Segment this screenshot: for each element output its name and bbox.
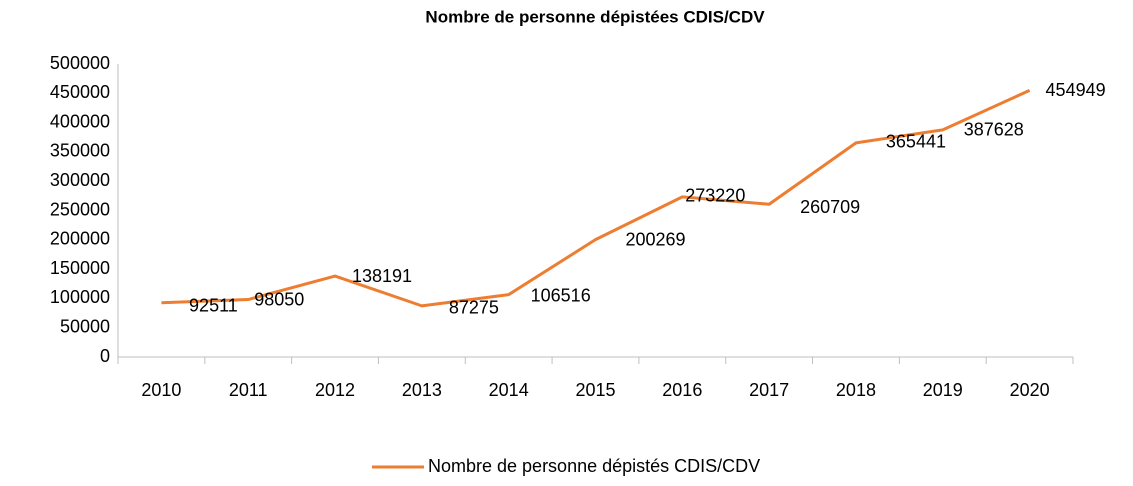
x-tick-label: 2016 [662, 380, 702, 400]
y-tick-label: 300000 [50, 170, 110, 190]
x-tick-label: 2012 [315, 380, 355, 400]
y-tick-label: 50000 [60, 316, 110, 336]
y-tick-label: 150000 [50, 258, 110, 278]
x-tick-label: 2020 [1010, 380, 1050, 400]
data-label: 106516 [531, 285, 591, 305]
data-label: 138191 [352, 266, 412, 286]
x-tick-label: 2018 [836, 380, 876, 400]
data-label: 454949 [1046, 80, 1106, 100]
data-label: 92511 [189, 296, 238, 316]
data-label: 87275 [449, 298, 499, 318]
chart-title: Nombre de personne dépistées CDIS/CDV [425, 7, 765, 26]
y-tick-label: 500000 [50, 53, 110, 73]
x-tick-label: 2019 [923, 380, 963, 400]
y-tick-label: 450000 [50, 82, 110, 102]
x-tick-label: 2011 [229, 380, 268, 400]
x-tick-label: 2010 [141, 380, 181, 400]
x-tick-label: 2015 [575, 380, 615, 400]
y-tick-label: 350000 [50, 141, 110, 161]
data-label: 260709 [800, 197, 860, 217]
x-tick-label: 2017 [749, 380, 789, 400]
legend-label: Nombre de personne dépistés CDIS/CDV [428, 456, 760, 476]
data-label: 200269 [625, 229, 685, 249]
data-line [161, 89, 1031, 308]
y-tick-label: 0 [100, 346, 110, 366]
y-tick-label: 200000 [50, 229, 110, 249]
data-label: 98050 [254, 289, 304, 309]
data-label: 365441 [886, 132, 946, 152]
data-label: 273220 [685, 186, 745, 206]
y-tick-label: 400000 [50, 111, 110, 131]
data-label: 387628 [964, 120, 1024, 140]
y-tick-label: 100000 [50, 287, 110, 307]
x-tick-label: 2013 [402, 380, 442, 400]
y-tick-label: 250000 [50, 199, 110, 219]
x-tick-label: 2014 [489, 380, 529, 400]
